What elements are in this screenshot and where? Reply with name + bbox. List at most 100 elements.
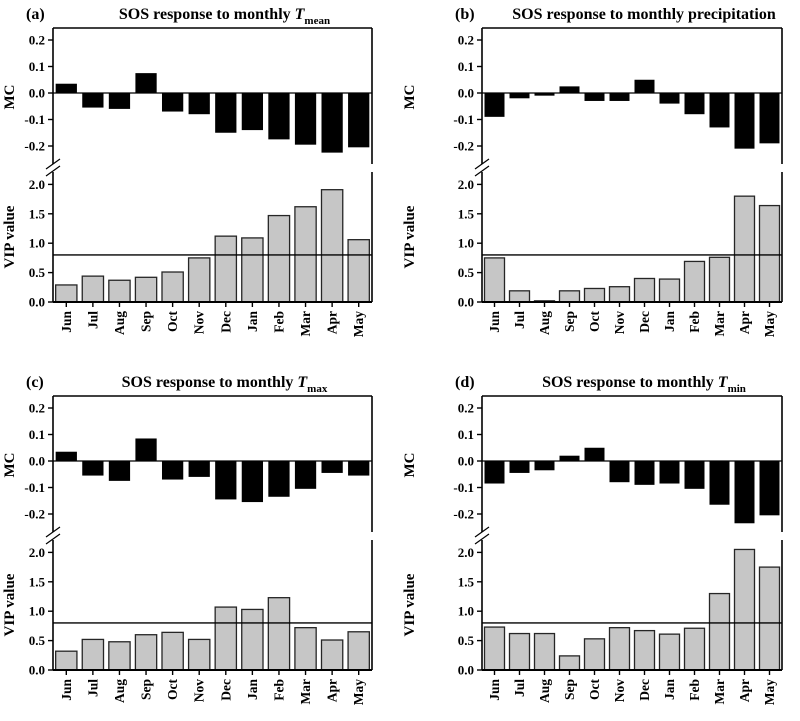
mc-bar-oct	[161, 93, 184, 112]
mc-bar-sep	[135, 73, 157, 93]
mc-bar-dec	[215, 93, 237, 133]
x-tick-label-nov: Nov	[192, 311, 207, 334]
x-tick-label-jun: Jun	[487, 311, 502, 333]
vip-bar-sep	[558, 290, 581, 303]
x-tick-label-nov: Nov	[192, 679, 207, 702]
mc-bar-jan	[659, 93, 680, 104]
chart-title: SOS response to monthly precipitation	[512, 6, 776, 23]
mc-bar-aug	[534, 461, 555, 471]
vip-bar-aug	[108, 641, 131, 671]
vip-bar-jan	[658, 278, 681, 303]
vip-axis-label: VIP value	[2, 573, 18, 636]
panel-label: (b)	[455, 6, 475, 23]
panel-label: (d)	[455, 374, 475, 391]
mc-axis-label: MC	[402, 85, 418, 110]
vip-bar-jul	[81, 275, 105, 303]
vip-bar-may	[347, 631, 370, 671]
vip-bar-sep	[134, 276, 158, 303]
x-tick-label-feb: Feb	[271, 679, 286, 701]
mc-bar-feb	[268, 93, 290, 140]
vip-bar-jan	[241, 237, 264, 303]
mc-bar-jun	[55, 83, 77, 93]
mc-axis-label: MC	[402, 453, 418, 478]
mc-tick-label: -0.2	[24, 139, 45, 154]
vip-tick-label: 0.0	[29, 295, 45, 310]
panel-c-chart: (c) SOS response to monthly Tmax 0.2 0.1 0.0…	[2, 374, 373, 705]
mc-bar-oct	[161, 461, 184, 480]
vip-bar-feb	[267, 597, 291, 671]
mc-bar-jan	[659, 461, 680, 484]
x-tick-label-apr: Apr	[325, 311, 340, 334]
x-tick-label-oct: Oct	[165, 679, 180, 700]
mc-bar-apr	[321, 461, 343, 473]
x-tick-label-jul: Jul	[85, 311, 100, 329]
mc-bar-oct	[584, 447, 605, 461]
mc-bar-may	[759, 93, 780, 144]
x-tick-label-feb: Feb	[687, 679, 702, 701]
mc-tick-label: 0.1	[29, 59, 45, 74]
vip-tick-label: 1.5	[29, 574, 46, 589]
x-tick-label-sep: Sep	[562, 311, 577, 332]
mc-bar-may	[759, 461, 780, 516]
vip-bar-may	[758, 204, 781, 303]
vip-axis-label: VIP value	[402, 205, 418, 268]
x-tick-label-aug: Aug	[537, 311, 552, 335]
vip-tick-label: 2.0	[29, 177, 45, 192]
mc-tick-label: 0.1	[458, 427, 474, 442]
x-tick-label-aug: Aug	[112, 311, 127, 335]
vip-bar-mar	[708, 256, 731, 303]
axis-break-mark	[474, 158, 490, 177]
panel-label: (c)	[26, 374, 44, 391]
panel-a-chart: (a) SOS response to monthly Tmean 0.2 0.1 0.…	[2, 6, 373, 337]
x-tick-label-oct: Oct	[587, 679, 602, 700]
vip-bars	[55, 597, 370, 671]
vip-bar-nov	[608, 286, 631, 303]
x-tick-label-dec: Dec	[218, 679, 233, 701]
x-tick-label-dec: Dec	[637, 679, 652, 701]
vip-tick-label: 0.5	[458, 265, 475, 280]
vip-bar-dec	[214, 235, 238, 303]
mc-bar-nov	[609, 461, 630, 483]
vip-bars	[483, 195, 781, 303]
mc-bar-aug	[534, 93, 555, 96]
vip-bar-jan	[658, 633, 681, 671]
x-tick-label-may: May	[351, 311, 366, 337]
mc-bar-feb	[684, 93, 705, 115]
mc-bar-dec	[215, 461, 237, 500]
x-tick-label-jul: Jul	[512, 311, 527, 329]
mc-bar-apr	[734, 93, 755, 149]
vip-bar-mar	[294, 627, 317, 671]
panel-b-chart: (b) SOS response to monthly precipitation…	[402, 6, 783, 337]
axis-break-mark	[474, 526, 490, 545]
mc-bar-feb	[684, 461, 705, 489]
mc-bar-mar	[709, 93, 730, 128]
x-tick-label-feb: Feb	[271, 311, 286, 333]
x-tick-label-mar: Mar	[712, 679, 727, 704]
mc-bar-apr	[734, 461, 755, 524]
vip-bar-oct	[161, 631, 184, 671]
x-tick-label-mar: Mar	[712, 311, 727, 336]
x-tick-label-jan: Jan	[662, 311, 677, 333]
vip-bar-feb	[683, 627, 706, 671]
mc-tick-label: -0.2	[24, 507, 45, 522]
x-tick-label-dec: Dec	[637, 311, 652, 333]
mc-tick-label: -0.2	[453, 139, 474, 154]
mc-bar-jul	[82, 93, 104, 108]
vip-bar-oct	[583, 638, 606, 671]
vip-bars	[55, 189, 370, 303]
vip-bar-sep	[134, 634, 158, 671]
mc-tick-label: 0.0	[458, 454, 474, 469]
mc-bars	[484, 447, 780, 524]
panel-d-chart: (d) SOS response to monthly Tmin 0.2 0.1 0.0…	[402, 374, 783, 705]
vip-bars	[483, 548, 781, 671]
vip-bar-dec	[633, 629, 656, 671]
x-tick-label-nov: Nov	[612, 679, 627, 702]
mc-bar-jan	[241, 461, 264, 503]
vip-tick-label: 0.5	[29, 265, 46, 280]
vip-bar-feb	[267, 214, 291, 303]
vip-bar-jun	[55, 650, 78, 671]
vip-tick-label: 0.5	[29, 633, 46, 648]
vip-tick-label: 0.0	[29, 663, 45, 678]
x-tick-label-feb: Feb	[687, 311, 702, 333]
mc-bar-aug	[108, 93, 131, 109]
